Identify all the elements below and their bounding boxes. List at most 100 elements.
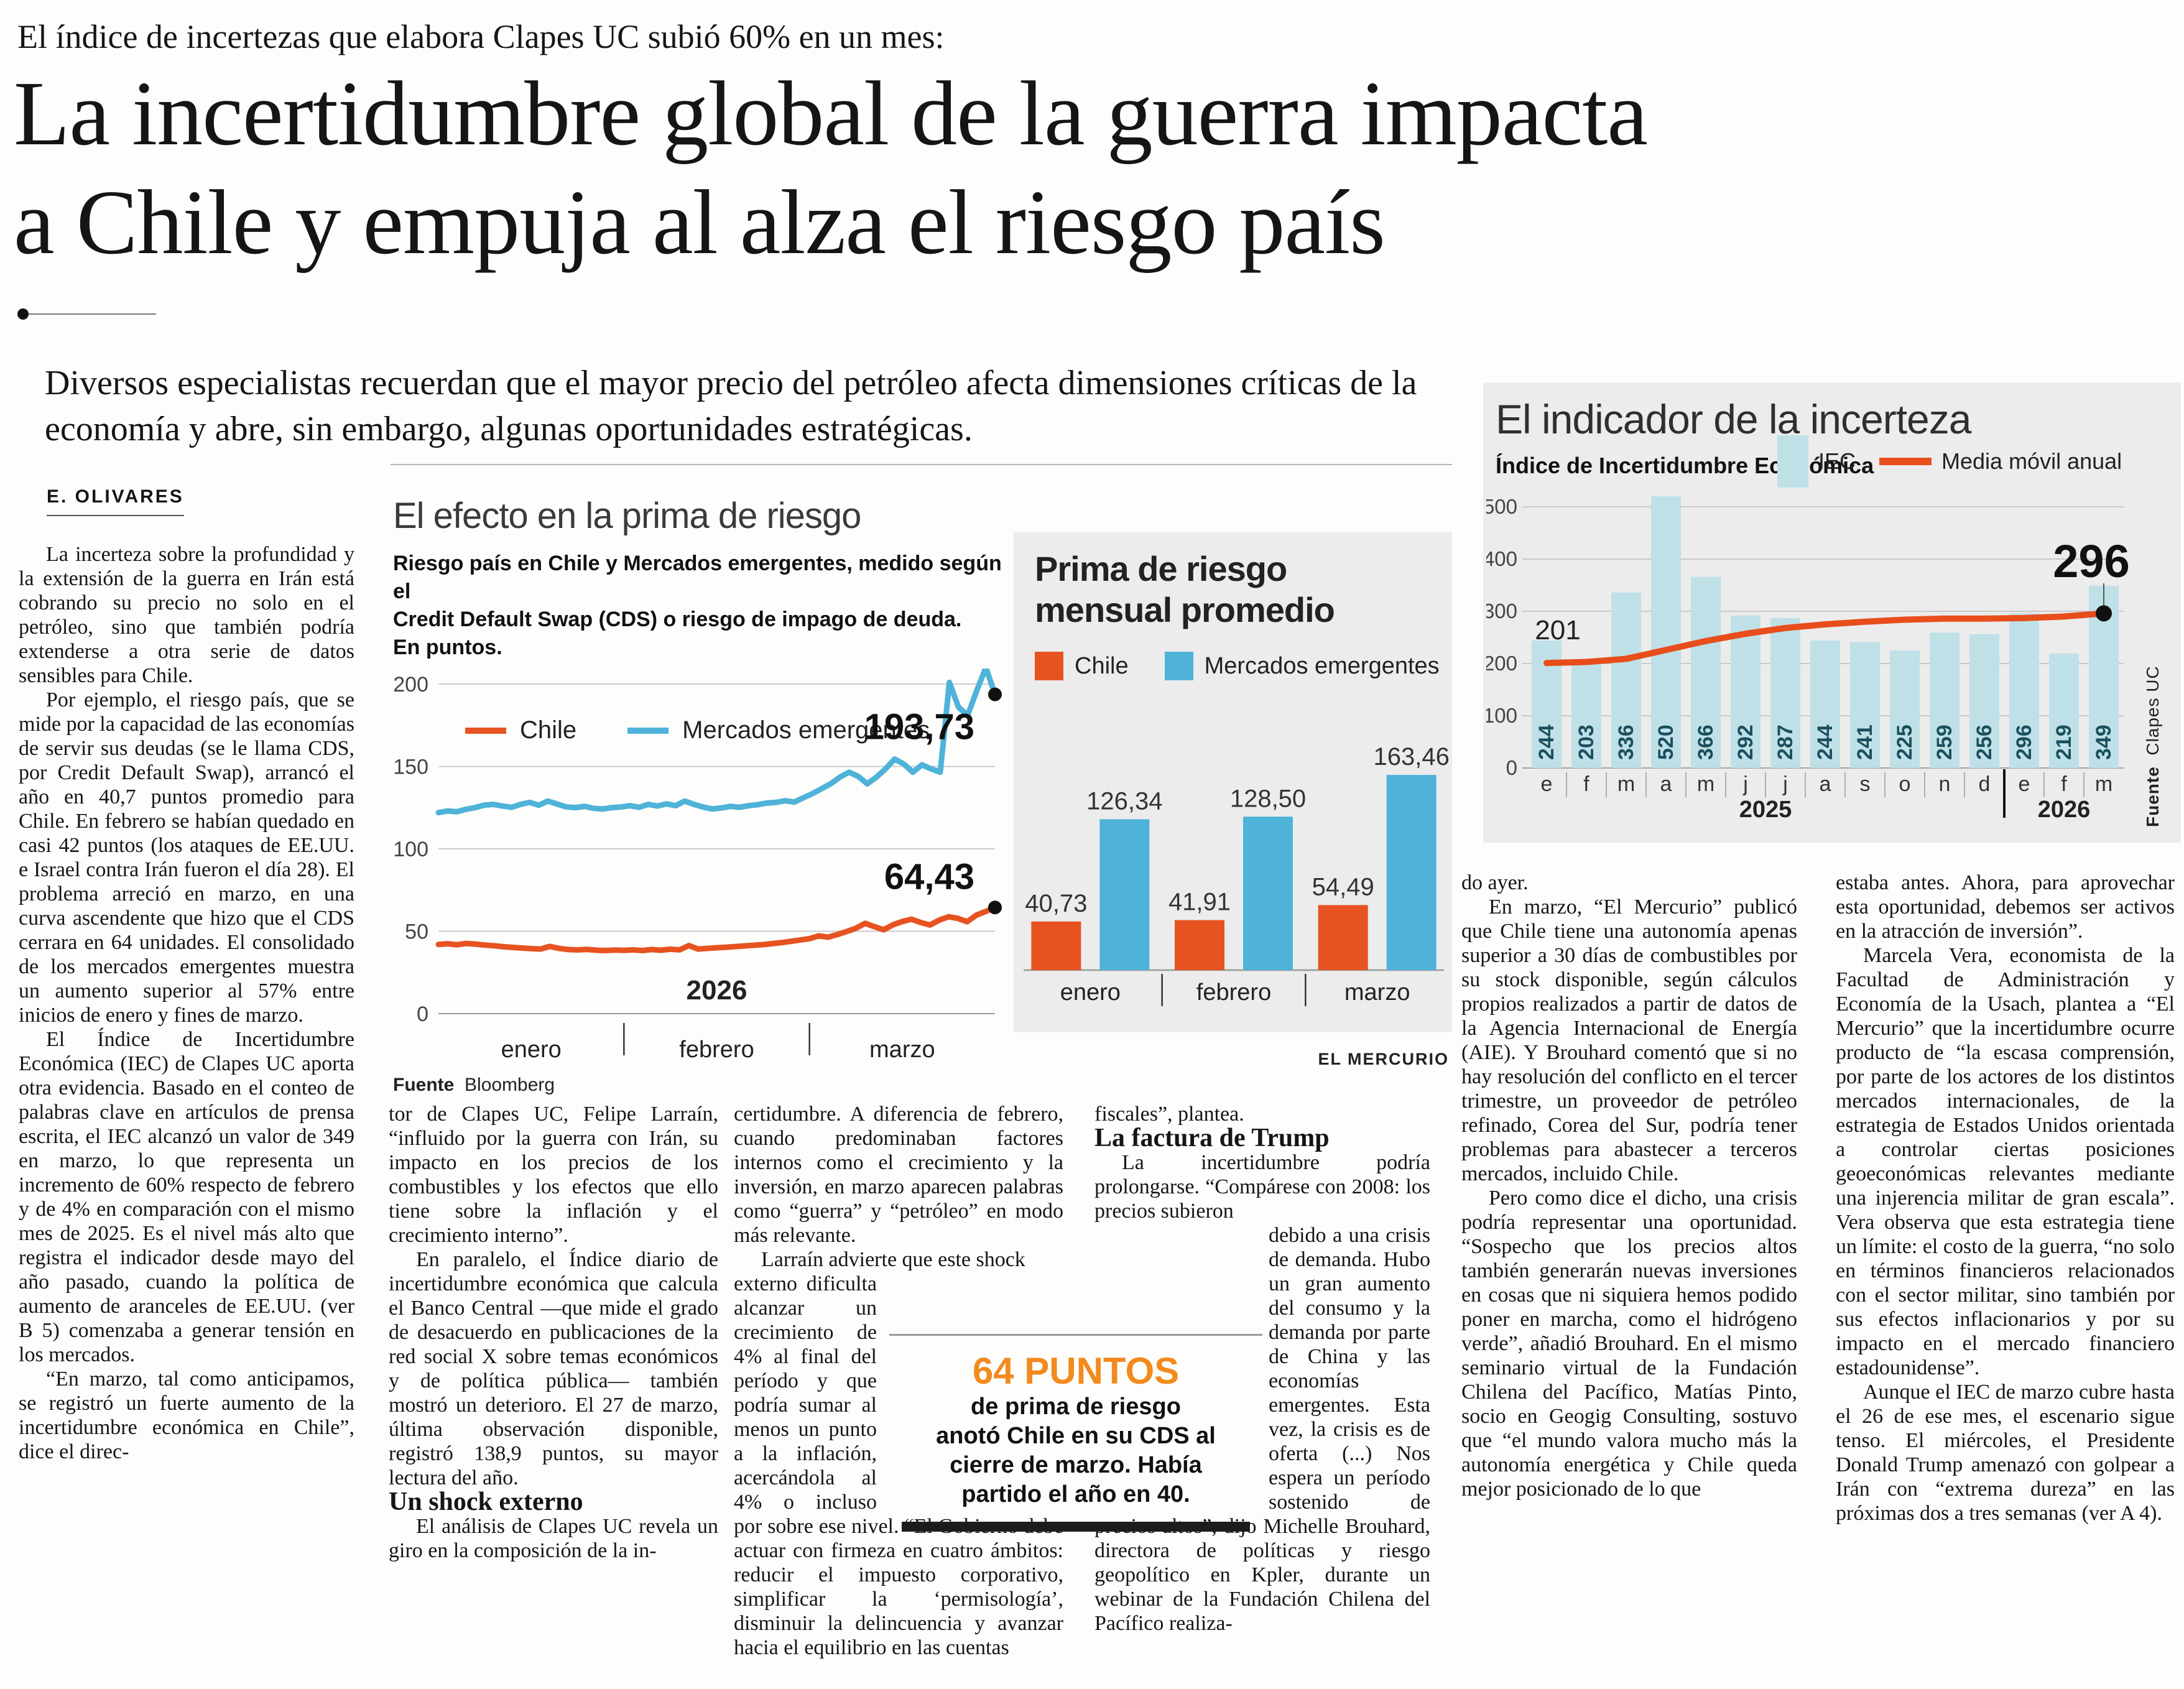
iec-bar-8 [1850, 642, 1880, 768]
svg-text:400: 400 [1486, 547, 1517, 570]
svg-text:256: 256 [1973, 724, 1996, 760]
svg-text:100: 100 [1486, 704, 1517, 727]
svg-text:193,73: 193,73 [864, 707, 974, 747]
body-column-1: La incerteza sobre la profundidad y la e… [19, 542, 354, 1464]
callout-line: cierre de marzo. Había [950, 1452, 1202, 1478]
svg-text:54,49: 54,49 [1312, 873, 1374, 900]
svg-text:241: 241 [1853, 724, 1877, 760]
svg-text:m: m [1617, 772, 1635, 796]
svg-text:244: 244 [1813, 724, 1837, 760]
bar-emergentes-enero [1099, 819, 1150, 970]
body-column-6: estaba antes. Ahora, para aprovechar est… [1836, 871, 2175, 1525]
paragraph: estaba antes. Ahora, para aprovechar est… [1836, 871, 2175, 943]
svg-text:enero: enero [1060, 979, 1121, 1006]
svg-text:0: 0 [417, 1002, 428, 1026]
chile-bar-swatch-icon [1035, 652, 1063, 680]
svg-text:e: e [2019, 772, 2030, 796]
subhead-un-shock-externo: Un shock externo [389, 1488, 583, 1516]
callout-line: de prima de riesgo [971, 1394, 1181, 1420]
byline: E. OLIVARES [47, 486, 184, 516]
svg-text:163,46: 163,46 [1373, 743, 1449, 770]
paragraph: tor de Clapes UC, Felipe Larraín, “influ… [389, 1103, 718, 1247]
iec-bar-6 [1770, 618, 1800, 768]
headline-line1: La incertidumbre global de la guerra imp… [14, 63, 1648, 165]
media-movil-line [1543, 610, 2107, 667]
svg-text:300: 300 [1486, 599, 1517, 622]
svg-text:336: 336 [1614, 724, 1638, 760]
bar-emergentes-marzo [1386, 775, 1437, 970]
paragraph: El Índice de Incertidumbre Económica (IE… [19, 1028, 354, 1366]
prima-chart-title: Prima de riesgo mensual promedio [1035, 549, 1335, 629]
callout-line: anotó Chile en su CDS al [936, 1423, 1216, 1449]
iec-bar-10 [1930, 632, 1960, 768]
paragraph: fiscales”, plantea. [1094, 1103, 1244, 1126]
emergentes-bar-swatch-icon [1164, 652, 1193, 680]
svg-text:m: m [2095, 772, 2112, 796]
svg-text:2025: 2025 [1739, 797, 1792, 823]
svg-text:f: f [2061, 772, 2067, 796]
svg-text:126,34: 126,34 [1086, 787, 1162, 815]
svg-text:a: a [1660, 772, 1672, 796]
paragraph: do ayer. [1461, 871, 1529, 894]
paragraph: En marzo, “El Mercurio” publicó que Chil… [1461, 895, 1797, 1185]
svg-text:j: j [1742, 772, 1748, 796]
svg-text:200: 200 [393, 673, 428, 696]
series-Mercados emergentes [435, 669, 998, 816]
svg-text:n: n [1939, 772, 1951, 796]
iec-bar-12 [2009, 613, 2039, 768]
iec-bar-13 [2049, 654, 2079, 768]
legend-label-chile: Chile [1075, 652, 1129, 679]
paragraph: Larraín advierte que este shock [761, 1248, 1025, 1271]
svg-text:500: 500 [1486, 495, 1517, 518]
headline: La incertidumbre global de la guerra imp… [14, 60, 2172, 277]
svg-text:201: 201 [1535, 615, 1580, 646]
svg-text:100: 100 [393, 838, 428, 861]
svg-text:f: f [1583, 772, 1589, 796]
svg-text:244: 244 [1535, 724, 1558, 760]
prima-bar-chart: 40,73 126,34 enero 41,91 128,50 febrero 54,49 1… [1024, 743, 1449, 1006]
body-column-5: do ayer. En marzo, “El Mercurio” publicó… [1461, 871, 1797, 1501]
body-column-3: certidumbre. A diferencia de febrero, cu… [734, 1102, 1063, 1660]
bar-chile-marzo [1318, 905, 1368, 970]
svg-text:40,73: 40,73 [1025, 890, 1087, 917]
cds-chart-source: Fuente Bloomberg [393, 1075, 555, 1095]
svg-text:50: 50 [405, 920, 428, 944]
paragraph: Aunque el IEC de marzo cubre hasta el 26… [1836, 1381, 2175, 1525]
svg-text:d: d [1979, 772, 1991, 796]
svg-text:2026: 2026 [687, 975, 747, 1006]
deck: Diversos especialistas recuerdan que el … [45, 364, 1417, 448]
svg-text:m: m [1697, 772, 1714, 796]
paragraph: Pero como dice el dicho, una crisis podr… [1461, 1187, 1797, 1501]
iec-chart-subtitle: Índice de Incertidumbre Económica [1496, 453, 1874, 478]
el-mercurio-credit: EL MERCURIO [1318, 1050, 1449, 1068]
headline-line2: a Chile y empuja al alza el riesgo país [14, 171, 1386, 274]
chile-line-swatch-icon [465, 727, 506, 734]
iec-bar-2 [1611, 592, 1641, 768]
callout-bottom-bar [902, 1522, 1250, 1532]
svg-text:225: 225 [1893, 724, 1917, 760]
divider-dot-icon [17, 308, 29, 320]
media-movil-line-swatch-icon [1879, 458, 1932, 465]
emergentes-line-swatch-icon [627, 727, 669, 734]
svg-text:enero: enero [501, 1037, 562, 1063]
paragraph: certidumbre. A diferencia de febrero, cu… [734, 1103, 1063, 1247]
svg-text:2026: 2026 [2038, 797, 2091, 823]
svg-text:marzo: marzo [869, 1037, 935, 1063]
callout-line: partido el año en 40. [961, 1481, 1190, 1507]
body-column-2: tor de Clapes UC, Felipe Larraín, “influ… [389, 1102, 718, 1563]
bar-chile-enero [1031, 921, 1081, 970]
svg-text:292: 292 [1734, 724, 1757, 760]
paragraph: Por ejemplo, el riesgo país, que se mide… [19, 688, 354, 1027]
svg-text:febrero: febrero [1196, 979, 1271, 1006]
paragraph: debido a una crisis de demanda. Hubo un … [1094, 1224, 1430, 1635]
svg-text:366: 366 [1694, 724, 1718, 760]
iec-bar-9 [1890, 650, 1920, 768]
cds-chart-title: El efecto en la prima de riesgo [393, 496, 861, 536]
cds-chart-subtitle: Riesgo país en Chile y Mercados emergent… [393, 552, 1002, 659]
svg-text:0: 0 [1506, 756, 1517, 779]
iec-chart-legend: IEC Media móvil anual [1777, 435, 2122, 488]
series-Chile [435, 904, 998, 954]
svg-text:259: 259 [1933, 724, 1956, 760]
headline-divider [17, 308, 156, 320]
svg-text:s: s [1860, 772, 1871, 796]
